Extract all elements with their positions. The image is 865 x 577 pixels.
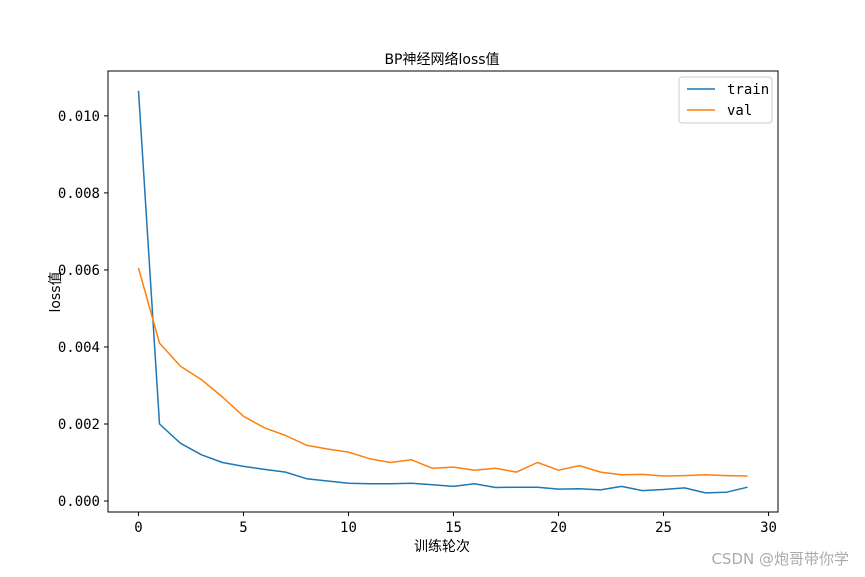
x-tick-label: 0 [134, 520, 142, 536]
y-tick-label: 0.010 [58, 109, 100, 125]
x-tick-label: 20 [550, 520, 567, 536]
x-tick-label: 25 [655, 520, 672, 536]
x-tick-label: 5 [239, 520, 247, 536]
legend-label-val: val [727, 103, 752, 119]
y-tick-label: 0.008 [58, 186, 100, 202]
plot-frame [107, 70, 779, 513]
y-tick-label: 0.004 [58, 340, 100, 356]
watermark: CSDN @炮哥带你学 [711, 550, 849, 568]
y-tick-label: 0.002 [58, 417, 100, 433]
y-tick-label: 0.006 [58, 263, 100, 279]
series-line-train [137, 90, 748, 494]
legend-label-train: train [727, 82, 769, 98]
x-tick-label: 15 [445, 520, 462, 536]
y-tick-label: 0.000 [58, 494, 100, 510]
x-axis-label: 训练轮次 [414, 539, 470, 555]
x-tick-label: 30 [760, 520, 777, 536]
x-tick-label: 10 [340, 520, 357, 536]
chart-title: BP神经网络loss值 [384, 52, 499, 68]
plot-area: 0 5 10 15 20 25 30 0.000 0.002 0.004 0.006 0.008 0.0… [58, 70, 779, 536]
y-axis-label: loss值 [48, 271, 64, 312]
series-line-val [137, 267, 748, 477]
